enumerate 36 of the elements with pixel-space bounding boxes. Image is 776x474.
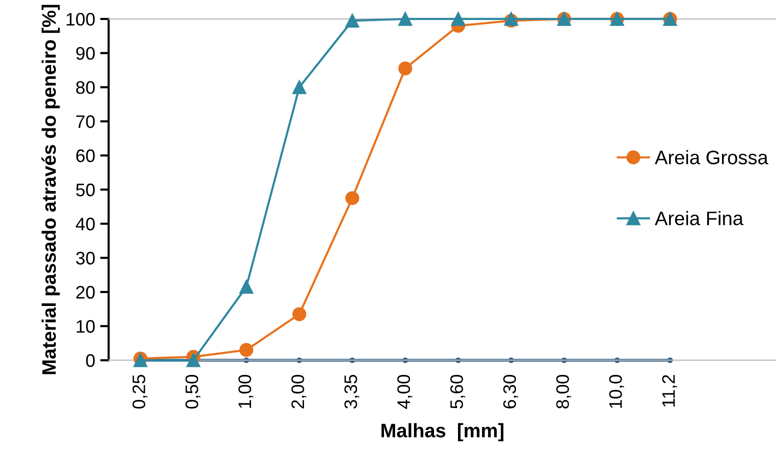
point: [451, 12, 466, 26]
point: [292, 307, 306, 322]
x-tick-label: 3,35: [344, 374, 360, 409]
point: [239, 343, 254, 357]
y-tick-label: 0: [86, 354, 95, 367]
point: [239, 280, 254, 294]
x-tick-label: 11,2: [662, 375, 678, 407]
x-tick-label: 1,00: [238, 374, 254, 408]
x-tick-label: 5,60: [450, 374, 466, 409]
y-tick-label: 90: [76, 47, 95, 60]
point: [186, 353, 200, 368]
legend-label: Areia Fina: [654, 210, 744, 226]
y-tick-label: 20: [76, 286, 95, 299]
y-tick-label: 70: [76, 115, 95, 128]
x-tick-label: 6,30: [503, 374, 518, 408]
y-tick-label: 80: [76, 81, 95, 94]
point: [398, 62, 412, 76]
x-tick-label: 0,25: [132, 374, 148, 409]
y-tick-label: 60: [76, 149, 95, 162]
point: [345, 14, 360, 28]
y-tick-label: 100: [66, 12, 95, 26]
legend-label: Areia Grossa: [654, 150, 768, 164]
y-tick-label: 50: [76, 184, 95, 196]
x-tick-label: 0,50: [185, 374, 200, 409]
point: [292, 80, 306, 94]
y-tick-label: 10: [76, 320, 95, 333]
x-axis-title: Malhas [mm]: [381, 423, 504, 442]
x-tick-label: 8,00: [556, 374, 572, 408]
y-axis-title: Material passado através do peneiro [%]: [41, 4, 60, 374]
y-tick-label: 40: [76, 218, 95, 230]
point: [398, 12, 412, 26]
x-tick-label: 4,00: [397, 374, 412, 409]
point: [345, 191, 360, 206]
x-tick-label: 10,0: [609, 374, 624, 408]
y-tick-label: 30: [76, 252, 95, 265]
x-tick-label: 2,00: [291, 374, 306, 408]
